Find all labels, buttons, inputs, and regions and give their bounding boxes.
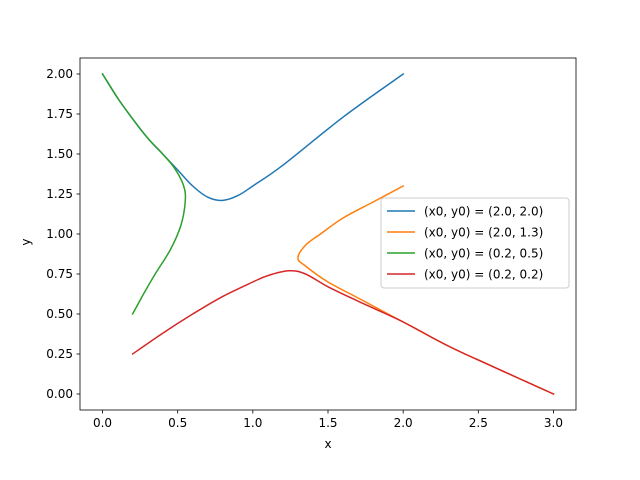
plot-lines (101, 72, 555, 395)
x-tick-label: 3.0 (544, 416, 563, 430)
y-axis-ticks: 0.00 0.25 0.50 0.75 1.00 1.25 1.50 1.75 2.00 (46, 67, 80, 401)
x-axis-label: x (324, 437, 331, 451)
y-tick-label: 1.75 (46, 107, 73, 121)
x-tick-label: 2.0 (394, 416, 413, 430)
y-tick-label: 0.25 (46, 347, 73, 361)
x-tick-label: 1.5 (318, 416, 337, 430)
x-tick-label: 1.0 (243, 416, 262, 430)
legend-box (380, 197, 570, 289)
x-tick-label: 0.5 (168, 416, 187, 430)
y-tick-label: 0.00 (46, 387, 73, 401)
y-axis-label: y (19, 238, 33, 245)
legend-label-3: (x0, y0) = (0.2, 0.5) (424, 247, 543, 261)
y-tick-label: 1.25 (46, 187, 73, 201)
y-tick-label: 0.75 (46, 267, 73, 281)
y-tick-label: 1.00 (46, 227, 73, 241)
y-tick-label: 2.00 (46, 67, 73, 81)
legend-label-4: (x0, y0) = (0.2, 0.2) (424, 268, 543, 282)
x-axis-ticks: 0.0 0.5 1.0 1.5 2.0 2.5 3.0 (93, 410, 563, 430)
series-line-3 (101, 72, 187, 316)
x-tick-label: 0.0 (93, 416, 112, 430)
x-tick-label: 2.5 (469, 416, 488, 430)
legend-label-1: (x0, y0) = (2.0, 2.0) (424, 205, 543, 219)
y-tick-label: 1.50 (46, 147, 73, 161)
legend: (x0, y0) = (2.0, 2.0) (x0, y0) = (2.0, 1.… (380, 197, 570, 289)
series-line-4 (131, 269, 555, 395)
legend-label-2: (x0, y0) = (2.0, 1.3) (424, 226, 543, 240)
y-tick-label: 0.50 (46, 307, 73, 321)
